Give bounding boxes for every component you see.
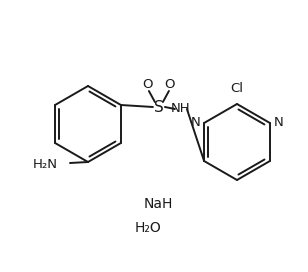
Text: O: O [165, 79, 175, 91]
Text: N: N [190, 116, 200, 128]
Text: S: S [154, 100, 164, 115]
Text: Cl: Cl [230, 82, 244, 95]
Text: H₂O: H₂O [135, 221, 161, 235]
Text: H₂N: H₂N [33, 157, 58, 171]
Text: NH: NH [171, 103, 191, 116]
Text: N: N [274, 116, 284, 128]
Text: O: O [143, 79, 153, 91]
Text: NaH: NaH [143, 197, 173, 211]
